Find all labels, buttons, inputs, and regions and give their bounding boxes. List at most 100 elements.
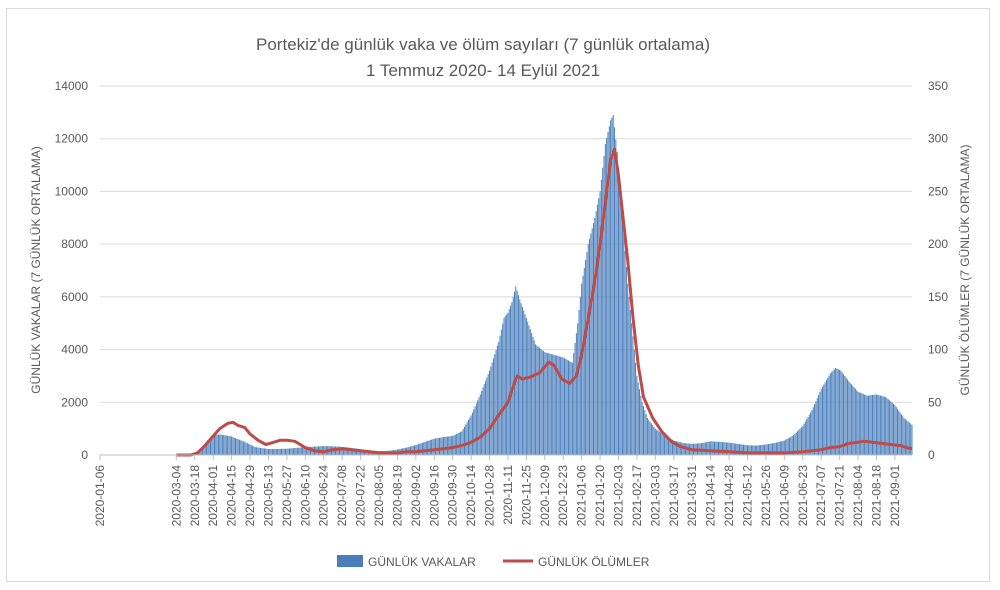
case-bar (679, 442, 681, 455)
legend: GÜNLÜK VAKALAR GÜNLÜK ÖLÜMLER (337, 555, 650, 569)
case-bar (473, 409, 475, 455)
case-bar (423, 442, 425, 455)
case-bar (499, 335, 501, 455)
case-bar (866, 395, 868, 455)
y-tick-left: 0 (81, 448, 88, 462)
case-bar (603, 155, 605, 455)
y-tick-right: 100 (928, 343, 948, 357)
x-tick-label: 2021-02-03 (612, 465, 626, 527)
case-bar (483, 384, 485, 455)
case-bar (617, 168, 619, 455)
case-bar (554, 355, 556, 455)
case-bar (471, 412, 473, 455)
case-bar (881, 395, 883, 455)
case-bar (665, 435, 667, 455)
case-bar (783, 440, 785, 455)
case-bar (510, 305, 512, 455)
y-tick-right: 200 (928, 237, 948, 251)
case-bar (673, 440, 675, 455)
case-bar (721, 442, 723, 455)
x-tick-label: 2020-12-09 (538, 465, 552, 527)
case-bar (516, 290, 518, 455)
case-bar (302, 447, 304, 455)
case-bar (895, 406, 897, 455)
case-bar (461, 431, 463, 455)
case-bar (710, 441, 712, 455)
case-bar (885, 397, 887, 455)
case-bar (590, 233, 592, 455)
case-bar (202, 446, 204, 455)
case-bar (215, 434, 217, 455)
case-bar (806, 419, 808, 455)
case-bar (481, 390, 483, 455)
case-bar (348, 447, 350, 455)
case-bar (633, 349, 635, 455)
case-bar (217, 434, 219, 455)
x-tick-label: 2021-04-14 (704, 465, 718, 527)
case-bar (761, 444, 763, 455)
case-bar (725, 442, 727, 455)
case-bar (766, 444, 768, 455)
case-bar (861, 393, 863, 455)
case-bar (796, 431, 798, 455)
case-bar (504, 316, 506, 455)
case-bar (887, 399, 889, 455)
case-bar (231, 436, 233, 455)
case-bar (466, 422, 468, 455)
case-bar (865, 395, 867, 455)
case-bar (715, 441, 717, 455)
case-bar (904, 419, 906, 455)
case-bar (706, 442, 708, 455)
case-bar (860, 392, 862, 455)
case-bar (241, 440, 243, 455)
case-bar (877, 394, 879, 455)
case-bar (770, 443, 772, 455)
case-bar (204, 443, 206, 455)
case-bar (470, 415, 472, 455)
case-bar (641, 402, 643, 455)
case-bar (875, 394, 877, 455)
chart-frame (6, 8, 990, 582)
case-bar (724, 442, 726, 455)
case-bar (244, 441, 246, 455)
case-bar (856, 390, 858, 455)
case-bar (242, 441, 244, 455)
case-bar (212, 435, 214, 455)
case-bar (506, 314, 508, 455)
case-bar (807, 416, 809, 455)
x-tick-label: 2020-04-29 (243, 465, 257, 527)
case-bar (503, 317, 505, 455)
case-bar (486, 377, 488, 455)
x-tick-label: 2021-01-06 (575, 465, 589, 527)
case-bar (789, 437, 791, 455)
case-bar (620, 201, 622, 455)
case-bar (567, 360, 569, 455)
case-bar (850, 384, 852, 455)
case-bar (458, 432, 460, 455)
case-bar (596, 204, 598, 455)
case-bar (306, 447, 308, 455)
case-bar (542, 351, 544, 455)
case-bar (294, 447, 296, 455)
case-bar (833, 369, 835, 455)
case-bar (610, 120, 612, 455)
case-bar (270, 448, 272, 455)
case-bar (790, 436, 792, 455)
case-bar (719, 441, 721, 455)
case-bar (883, 396, 885, 455)
case-bar (224, 435, 226, 455)
case-bar (631, 323, 633, 455)
case-bar (523, 310, 525, 455)
case-bar (704, 442, 706, 455)
case-bar (591, 228, 593, 455)
case-bar (795, 432, 797, 455)
case-bar (771, 443, 773, 455)
case-bar (216, 434, 218, 455)
x-tick-label: 2020-12-23 (556, 465, 570, 527)
case-bar (678, 441, 680, 455)
case-bar (894, 404, 896, 455)
case-bar (467, 419, 469, 455)
case-bar (602, 167, 604, 455)
case-bar (740, 444, 742, 455)
case-bar (208, 439, 210, 455)
